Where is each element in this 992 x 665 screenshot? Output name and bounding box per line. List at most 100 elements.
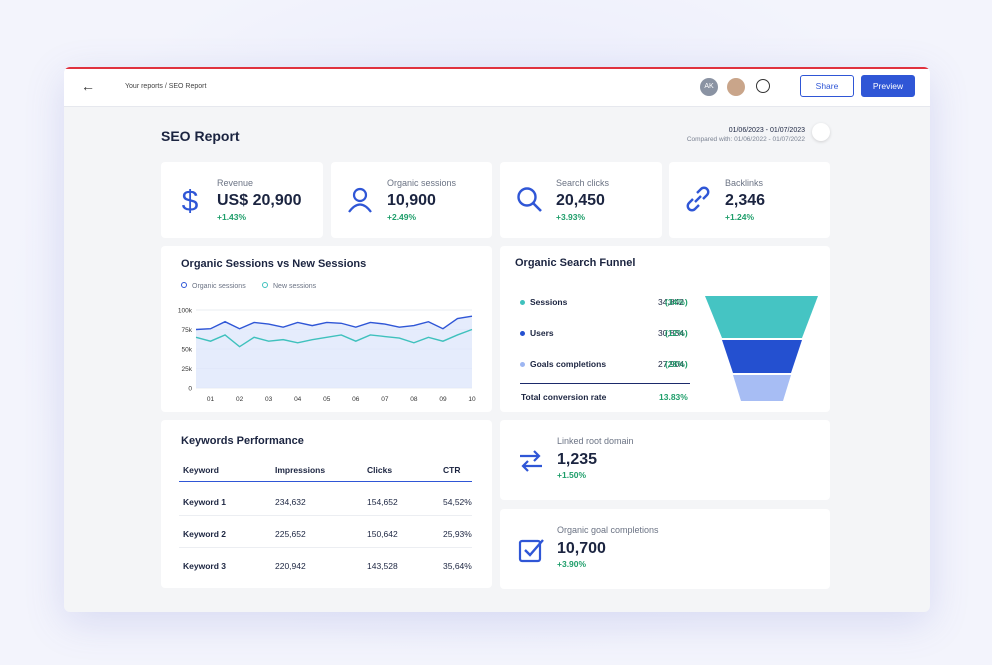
kpi-value: 20,450 <box>556 192 605 209</box>
kpi-icon <box>684 185 712 215</box>
funnel-title: Organic Search Funnel <box>515 257 636 269</box>
x-tick-label: 04 <box>294 396 302 403</box>
total-label: Total conversion rate <box>521 392 607 402</box>
stage-share: (34%) <box>665 297 688 307</box>
row-rule <box>179 547 472 548</box>
breadcrumb[interactable]: Your reports / SEO Report <box>125 83 207 90</box>
kpi-card: Backlinks 2,346 +1.24% <box>669 162 830 238</box>
total-value: 13.83% <box>659 392 688 402</box>
column-header: Keyword <box>183 465 219 475</box>
kpi-value: 2,346 <box>725 192 766 209</box>
divider <box>520 383 690 384</box>
report-title: SEO Report <box>161 128 240 144</box>
stage-share: (28%) <box>665 359 688 369</box>
keywords-card: Keywords Performance Keyword Impressions C… <box>161 420 492 588</box>
y-tick-label: 100k <box>178 308 193 315</box>
legend-dot <box>520 362 525 367</box>
kpi-label: Search clicks <box>556 178 610 188</box>
line <box>195 315 473 331</box>
cell: 154,652 <box>367 497 398 507</box>
x-tick-label: 09 <box>439 396 447 403</box>
kpi-icon <box>517 536 545 564</box>
svg-text:$: $ <box>182 185 199 215</box>
kpi-value: 1,235 <box>557 451 598 468</box>
keyword-name: Keyword 2 <box>183 529 226 539</box>
header: ← Your reports / SEO Report AK Share Pre… <box>64 67 930 107</box>
cell: 234,632 <box>275 497 306 507</box>
stage-label: Goals completions <box>530 359 607 369</box>
kpi-change: +3.93% <box>556 212 586 222</box>
comments-icon[interactable] <box>756 79 770 93</box>
kpi-icon <box>346 185 374 215</box>
legend-label: Organic sessions <box>192 283 246 290</box>
funnel-card: Organic Search Funnel Sessions 34,842 (34%… <box>500 246 830 412</box>
x-tick-label: 05 <box>323 396 331 403</box>
funnel-stage <box>722 340 802 373</box>
x-tick-label: 06 <box>352 396 360 403</box>
kpi-icon <box>517 447 545 475</box>
kpi-change: +1.24% <box>725 212 755 222</box>
kpi-label: Organic sessions <box>387 178 457 188</box>
kpi-card: Linked root domain 1,235 +1.50% <box>500 420 830 500</box>
keyword-name: Keyword 3 <box>183 561 226 571</box>
x-tick-label: 08 <box>410 396 418 403</box>
x-tick-label: 07 <box>381 396 389 403</box>
cell: 150,642 <box>367 529 398 539</box>
legend-dot <box>520 300 525 305</box>
cell: 35,64% <box>443 561 472 571</box>
funnel-stage <box>733 375 791 401</box>
kpi-card: Organic sessions 10,900 +2.49% <box>331 162 492 238</box>
cell: 225,652 <box>275 529 306 539</box>
kpi-change: +1.43% <box>217 212 247 222</box>
kpi-change: +2.49% <box>387 212 417 222</box>
line <box>195 328 473 348</box>
cell: 143,528 <box>367 561 398 571</box>
column-header: Impressions <box>275 465 326 475</box>
avatar[interactable]: AK <box>700 78 718 96</box>
kpi-label: Revenue <box>217 178 254 188</box>
cell: 54,52% <box>443 497 472 507</box>
stage-value: 27,904 <box>658 359 684 369</box>
compared-range: Compared with: 01/06/2022 - 01/07/2022 <box>686 136 805 143</box>
kpi-icon: $ <box>176 185 204 218</box>
avatar-photo[interactable] <box>727 78 745 96</box>
legend-label: New sessions <box>273 283 317 290</box>
kpi-value: 10,900 <box>387 192 436 209</box>
cell: 25,93% <box>443 529 472 539</box>
kpi-card: Organic goal completions 10,700 +3.90% <box>500 509 830 589</box>
back-button[interactable]: ← <box>81 78 95 94</box>
y-tick-label: 25k <box>182 366 193 373</box>
stage-label: Sessions <box>530 297 568 307</box>
column-header: Clicks <box>367 465 393 475</box>
x-tick-label: 02 <box>236 396 244 403</box>
kpi-change: +3.90% <box>557 559 587 569</box>
funnel-graphic <box>705 296 818 401</box>
stage-value: 34,842 <box>658 297 684 307</box>
kpi-label: Backlinks <box>725 178 764 188</box>
kpi-value: 10,700 <box>557 540 606 557</box>
stage-share: (12%) <box>665 328 688 338</box>
stage-value: 30,834 <box>658 328 684 338</box>
area <box>196 316 472 388</box>
y-tick-label: 0 <box>188 386 192 393</box>
x-tick-label: 01 <box>207 396 215 403</box>
x-tick-label: 03 <box>265 396 273 403</box>
column-header: CTR <box>443 465 461 475</box>
chart-title: Organic Sessions vs New Sessions <box>181 258 366 270</box>
calendar-button[interactable] <box>812 123 830 141</box>
kpi-value: US$ 20,900 <box>217 192 302 209</box>
legend-dot <box>520 331 525 336</box>
cell: 220,942 <box>275 561 306 571</box>
keywords-title: Keywords Performance <box>181 435 304 447</box>
legend-marker <box>262 282 268 288</box>
kpi-label: Linked root domain <box>557 436 634 446</box>
row-rule <box>179 515 472 516</box>
share-button[interactable]: Share <box>800 75 854 97</box>
kpi-icon <box>515 185 543 215</box>
funnel-stage <box>705 296 818 338</box>
kpi-change: +1.50% <box>557 470 587 480</box>
header-rule <box>179 481 472 482</box>
date-range: 01/06/2023 - 01/07/2023 <box>728 127 805 134</box>
preview-button[interactable]: Preview <box>861 75 915 97</box>
